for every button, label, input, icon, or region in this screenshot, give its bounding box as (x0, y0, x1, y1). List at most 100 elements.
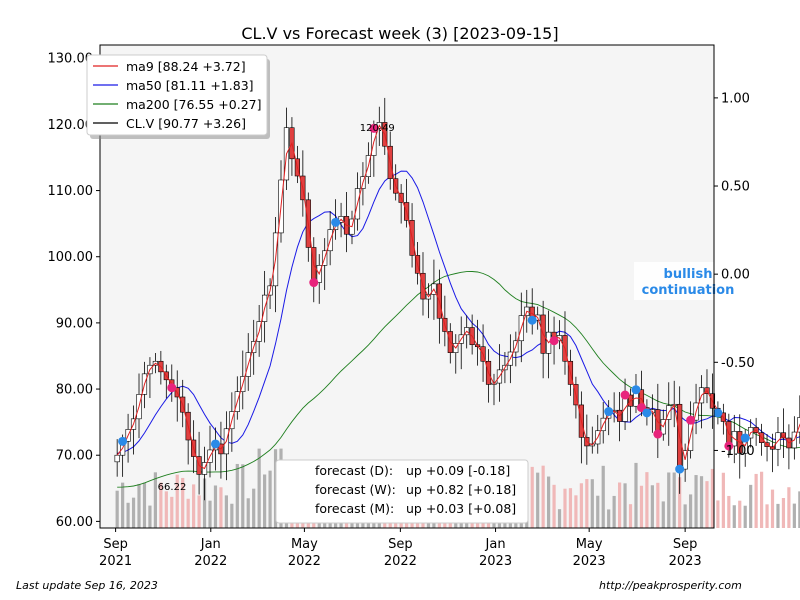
volume-bar (607, 509, 611, 528)
volume-bar (787, 487, 791, 528)
x-tick-month: Sep (103, 537, 128, 552)
max-price-label: 120.49 (360, 123, 395, 134)
forecast-label: forecast (M): (315, 501, 394, 516)
chart-title: CL.V vs Forecast week (3) [2023-09-15] (241, 24, 558, 43)
volume-bar (688, 494, 693, 528)
volume-bar (142, 482, 147, 528)
forecast-box: forecast (D): up +0.09 [-0.18] forecast (W… (275, 459, 529, 524)
volume-bar (252, 488, 256, 528)
sell-signal-marker (620, 390, 630, 400)
volume-bar (612, 495, 616, 528)
volume-bar (175, 474, 179, 528)
x-tick-year: 2023 (669, 554, 702, 569)
volume-bar (678, 477, 682, 528)
x-tick-year: 2021 (99, 554, 132, 569)
volume-bar (628, 504, 633, 528)
volume-bar (596, 495, 600, 528)
x-tick-month: Jan (485, 537, 506, 552)
volume-bar (645, 472, 649, 528)
volume-bar (601, 465, 605, 528)
volume-bar (224, 495, 228, 528)
volume-bar (754, 473, 758, 528)
volume-bar (699, 476, 704, 528)
volume-bar (164, 491, 168, 528)
volume-bar (727, 495, 731, 528)
candle-body (114, 454, 120, 463)
legend-label-ma50: ma50 [81.11 +1.83] (126, 78, 254, 93)
volume-bar (585, 479, 589, 528)
volume-bar (153, 472, 157, 528)
volume-bar (541, 465, 545, 528)
volume-bar (536, 472, 540, 528)
volume-bar (159, 482, 163, 528)
forecast-label: forecast (W): (315, 482, 396, 497)
volume-bar (257, 448, 261, 528)
x-tick-year: 2022 (288, 554, 321, 569)
volume-bar (759, 471, 764, 528)
y-right-tick-label: 0.00 (721, 268, 750, 283)
forecast-value: up +0.82 [+0.18] (406, 482, 516, 497)
y-left-tick-label: 80.00 (56, 383, 93, 398)
y-right-tick-label: 0.50 (721, 180, 750, 195)
volume-bar (798, 491, 800, 528)
y-right-tick-label: 1.00 (721, 91, 750, 106)
y-left-tick-label: 130.00 (48, 52, 94, 67)
volume-bar (235, 463, 239, 528)
volume-bar (574, 495, 578, 528)
buy-signal-marker (631, 385, 641, 395)
volume-bar (121, 482, 125, 528)
legend-label-ma9: ma9 [88.24 +3.72] (126, 59, 246, 74)
volume-bar (208, 500, 212, 528)
volume-bar (568, 488, 573, 528)
buy-signal-marker (527, 315, 537, 325)
ma9-line (116, 124, 800, 470)
volume-bar (181, 477, 185, 528)
volume-bar (792, 503, 796, 528)
sell-signal-marker (653, 429, 663, 439)
x-tick-year: 2022 (194, 554, 227, 569)
volume-bar (557, 509, 562, 528)
forecast-value: up +0.03 [+0.08] (406, 501, 516, 516)
sell-signal-marker (724, 441, 734, 451)
volume-bar (268, 470, 272, 528)
volume-bar (743, 505, 747, 528)
sell-signal-marker (167, 383, 177, 393)
ma200-line (117, 271, 800, 488)
volume-bar (241, 464, 245, 528)
y-left-tick-label: 100.00 (48, 250, 94, 265)
volume-bar (639, 485, 644, 528)
min-price-label: 66.22 (158, 482, 187, 493)
legend-box (86, 54, 268, 136)
volume-bar (634, 462, 638, 528)
ma50-line (117, 170, 800, 454)
forecast-value: up +0.09 [-0.18] (406, 463, 510, 478)
signal-label-bg (634, 262, 714, 300)
volume-bar (192, 484, 196, 528)
volume-bar (732, 505, 736, 528)
volume-bar (530, 466, 534, 528)
volume-bar (667, 472, 671, 528)
buy-signal-marker (642, 408, 652, 418)
volume-bar (721, 472, 725, 528)
volume-bar (552, 484, 556, 528)
buy-signal-marker (118, 436, 128, 446)
volume-bar (683, 504, 687, 528)
volume-bar (219, 487, 223, 528)
buy-signal-marker (713, 408, 723, 418)
legend-label-CL.V: CL.V [90.77 +3.26] (126, 116, 246, 131)
volume-bar (738, 500, 742, 528)
volume-bar (137, 483, 141, 528)
signal-label-line1: bullish (664, 267, 713, 282)
volume-bar (126, 502, 130, 528)
buy-signal-marker (210, 439, 220, 449)
y-left-tick-label: 60.00 (56, 515, 93, 530)
sell-signal-marker (549, 336, 559, 346)
legend: ma9 [88.24 +3.72] ma50 [81.11 +1.83] ma200… (86, 54, 270, 139)
volume-bar (776, 503, 780, 528)
volume-bar (656, 482, 660, 528)
plot-frame (99, 44, 715, 529)
buy-signal-marker (675, 464, 685, 474)
sell-signal-marker (309, 278, 319, 288)
volume-bar (579, 483, 583, 528)
